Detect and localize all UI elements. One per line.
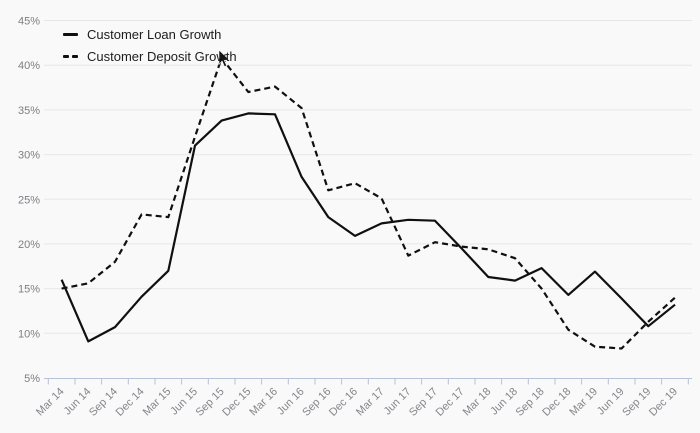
x-axis-tick-label: Dec 16 xyxy=(327,386,360,419)
dashed-line-swatch xyxy=(63,54,78,58)
y-axis-tick-label: 15% xyxy=(18,284,40,296)
y-axis-tick-label: 45% xyxy=(18,16,40,28)
x-axis-tick-label: Sep 15 xyxy=(194,386,227,419)
legend-label-loan-growth: Customer Loan Growth xyxy=(87,26,222,42)
x-axis-tick-label: Mar 19 xyxy=(567,386,600,419)
mouse-cursor-icon xyxy=(218,49,230,68)
x-axis-tick-label: Mar 15 xyxy=(141,386,174,419)
x-axis-tick-label: Dec 17 xyxy=(434,386,467,419)
y-axis-tick-label: 5% xyxy=(24,373,40,385)
legend-item-loan-growth[interactable]: Customer Loan Growth xyxy=(63,23,237,45)
y-axis-tick-label: 25% xyxy=(18,194,40,206)
legend-label-deposit-growth: Customer Deposit Growth xyxy=(87,48,237,64)
legend-item-deposit-growth[interactable]: Customer Deposit Growth xyxy=(63,45,237,67)
x-axis-tick-label: Mar 18 xyxy=(461,386,494,419)
y-axis-tick-label: 20% xyxy=(18,239,40,251)
y-axis-tick-label: 10% xyxy=(18,328,40,340)
y-axis-tick-label: 30% xyxy=(18,150,40,162)
x-axis-tick-label: Sep 19 xyxy=(620,386,653,419)
x-axis-tick-label: Dec 18 xyxy=(540,386,573,419)
deposit-growth-line xyxy=(61,56,676,350)
x-axis-tick-label: Mar 16 xyxy=(247,386,280,419)
x-axis-tick-label: Dec 19 xyxy=(647,386,680,419)
x-axis-tick-label: Mar 14 xyxy=(34,386,67,419)
x-axis-tick-label: Dec 15 xyxy=(220,386,253,419)
x-axis-tick-label: Dec 14 xyxy=(114,386,147,419)
solid-line-swatch xyxy=(63,32,78,36)
y-axis-tick-label: 40% xyxy=(18,60,40,72)
chart-legend: Customer Loan Growth Customer Deposit Gr… xyxy=(63,23,237,67)
loan-growth-line xyxy=(60,112,676,343)
x-axis-tick-label: Mar 17 xyxy=(354,386,387,419)
x-axis-tick-label: Sep 14 xyxy=(87,386,120,419)
x-axis-tick-label: Sep 16 xyxy=(300,386,333,419)
x-axis-tick-label: Sep 18 xyxy=(514,386,547,419)
x-axis-tick-label: Sep 17 xyxy=(407,386,440,419)
y-axis-tick-label: 35% xyxy=(18,105,40,117)
